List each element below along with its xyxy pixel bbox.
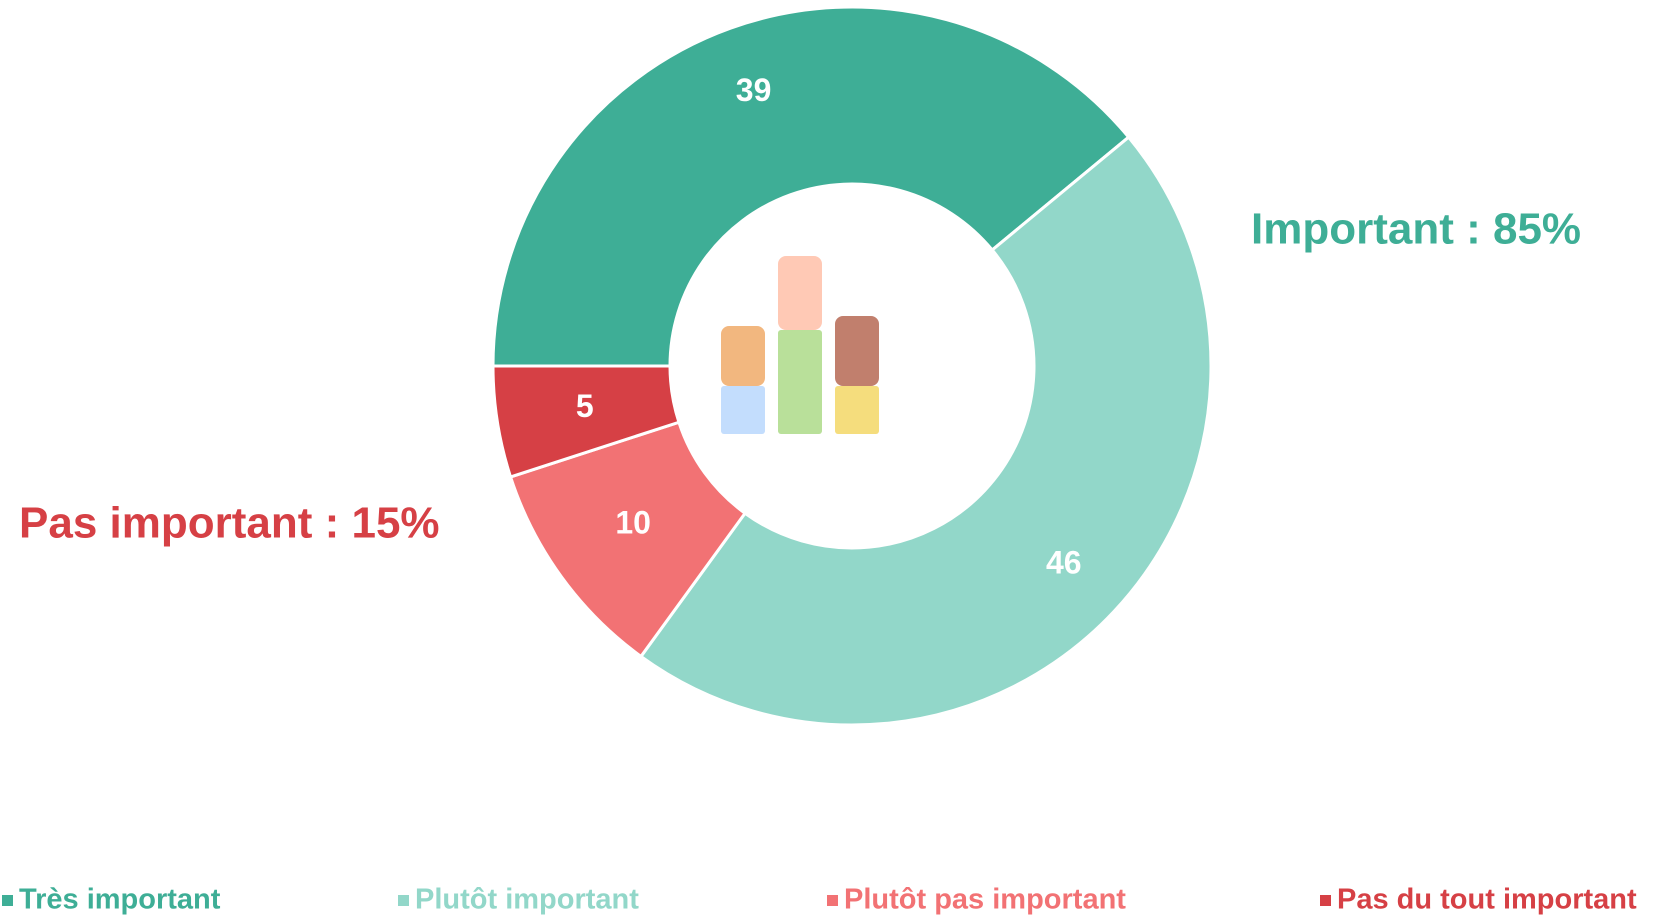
data-label: 46 (1046, 544, 1082, 580)
legend-label: Très important (19, 884, 221, 916)
donut (491, 5, 1213, 727)
center-icon (721, 256, 879, 434)
data-label: 10 (615, 504, 651, 540)
legend-label: Plutôt important (415, 884, 639, 916)
legend-label: Pas du tout important (1337, 884, 1637, 916)
donut-segment (491, 364, 681, 479)
legend-swatch (827, 895, 838, 906)
legend-swatch (398, 895, 409, 906)
data-label: 5 (576, 388, 594, 424)
legend-swatch (1320, 895, 1331, 906)
donut-segment (491, 5, 1131, 368)
annotation: Important : 85% (1251, 205, 1581, 254)
data-label: 39 (736, 72, 772, 108)
annotation: Pas important : 15% (19, 499, 440, 548)
legend-label: Plutôt pas important (844, 884, 1126, 916)
donut-segment (638, 135, 1213, 727)
legend-swatch (2, 895, 13, 906)
